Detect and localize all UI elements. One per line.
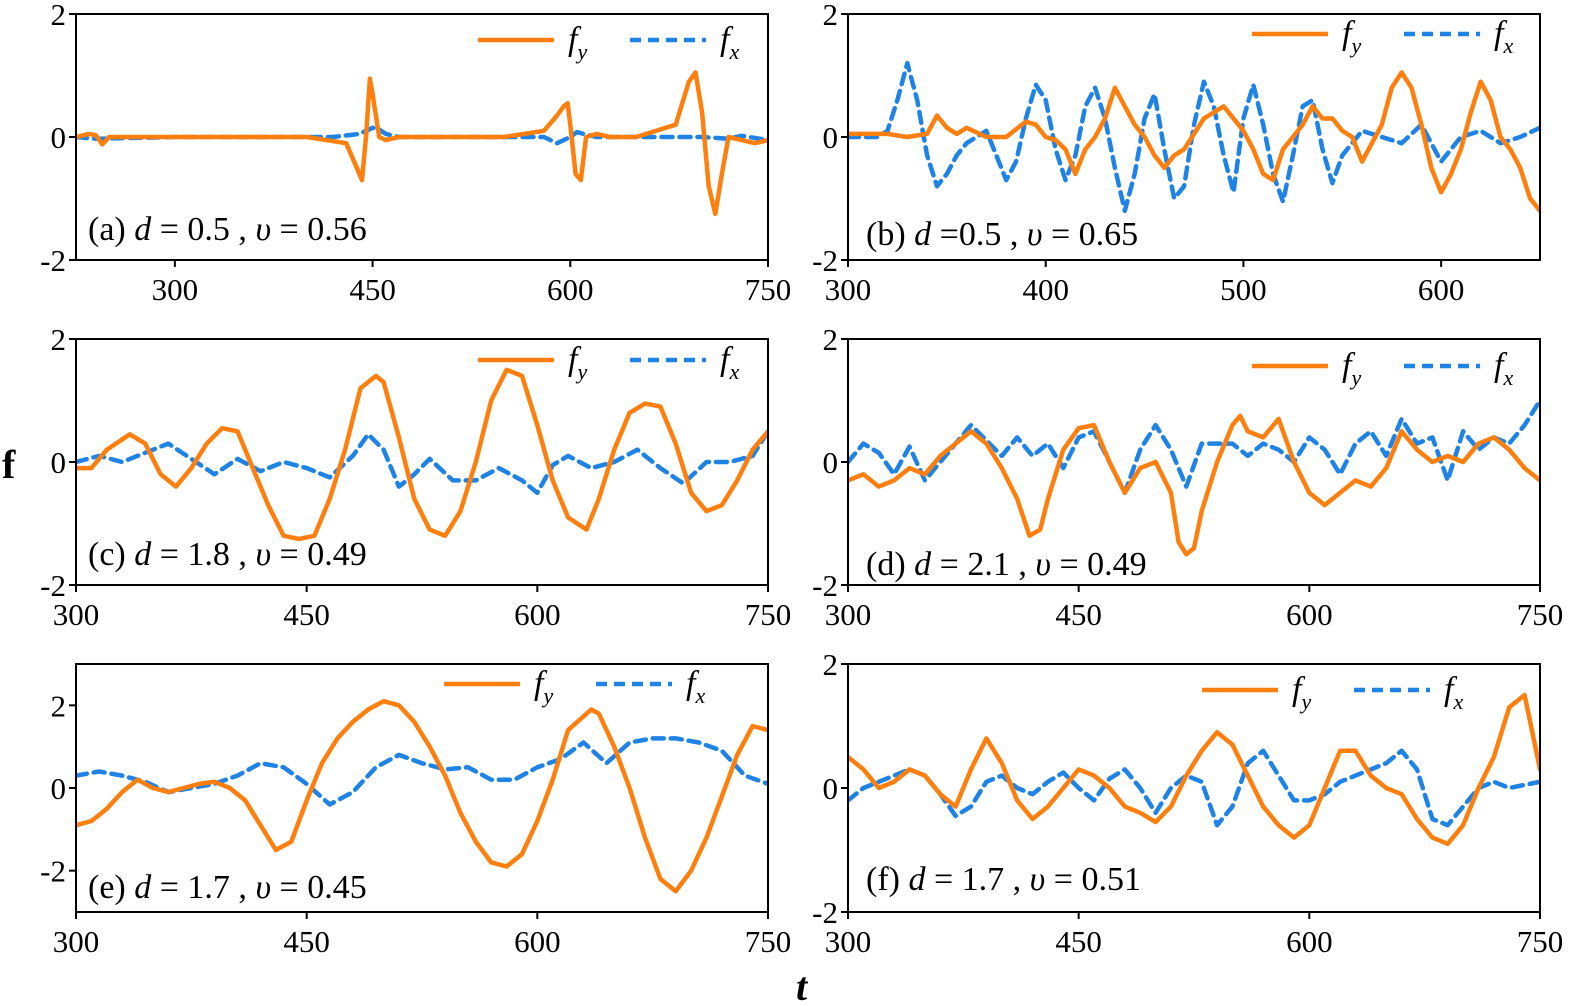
y-tick-label: 0 [823,445,839,480]
x-tick-label: 750 [745,272,792,307]
y-tick-label: -2 [812,243,838,278]
x-tick-label: 600 [514,924,561,959]
y-tick-label: -2 [812,895,838,930]
x-tick-label: 750 [745,924,792,959]
series-line-fy [76,367,768,542]
panel-d: 300 450 600 750 2 0 -2 fy fx (d) d = 2.1 , υ = 0.… [812,322,1563,632]
panels-group: 300 450 600 750 2 0 -2 fy fx (a) d = 0.5 , υ = 0.… [40,0,1563,959]
x-tick-label: 300 [152,272,199,307]
x-tick-label: 450 [1055,924,1102,959]
series-line-fy [848,413,1540,557]
x-tick-label: 300 [825,272,872,307]
legend-label-fy: fy [534,665,553,708]
y-tick-label: 2 [51,0,67,32]
x-tick-label: 750 [1517,924,1564,959]
panel-annotation: (a) d = 0.5 , υ = 0.56 [88,211,367,248]
series-line-fx [848,60,1540,214]
y-tick-label: 0 [51,120,67,155]
y-tick-label: 2 [823,647,839,682]
panel-annotation: (d) d = 2.1 , υ = 0.49 [866,546,1147,583]
x-tick-label: 750 [745,597,792,632]
legend-label-fx: fx [686,665,705,708]
y-tick-label: 0 [51,445,67,480]
y-tick-label: -2 [40,854,66,889]
legend-label-fy: fy [1342,347,1361,390]
series-line-fx [76,125,768,146]
y-tick-label: -2 [40,243,66,278]
x-tick-label: 400 [1022,272,1069,307]
series-line-fx [848,398,1540,496]
panel-f: 300 450 600 750 2 0 -2 fy fx (f) d = 1.7 , υ = 0.… [812,647,1563,959]
y-tick-label: -2 [40,568,66,603]
x-tick-label: 300 [825,924,872,959]
x-tick-label: 500 [1220,272,1267,307]
legend-label-fy: fy [568,21,587,64]
panel-annotation: (c) d = 1.8 , υ = 0.49 [88,536,367,573]
panel-a: 300 450 600 750 2 0 -2 fy fx (a) d = 0.5 , υ = 0.… [40,0,791,307]
series-line-fy [848,692,1540,847]
series-line-fx [848,748,1540,828]
x-tick-label: 450 [349,272,396,307]
x-tick-label: 750 [1517,597,1564,632]
x-tick-label: 600 [547,272,594,307]
panel-annotation: (e) d = 1.7 , υ = 0.45 [88,869,367,906]
y-axis-title: f [2,442,16,487]
legend-label-fy: fy [1342,15,1361,58]
y-tick-label: 2 [51,688,67,723]
legend-label-fx: fx [1444,671,1463,714]
panel-annotation: (f) d = 1.7 , υ = 0.51 [866,861,1141,898]
series-line-fx [76,429,768,496]
y-tick-label: 2 [823,0,839,32]
legend-label-fx: fx [720,341,739,384]
panel-b: 300 400 500 600 2 0 -2 fy fx (b) d =0.5 , υ = 0.6… [812,0,1541,307]
legend-label-fx: fx [1494,347,1513,390]
y-tick-label: 0 [51,771,67,806]
series-line-fy [76,698,768,894]
x-tick-label: 300 [53,597,100,632]
series-line-fx [76,736,768,807]
x-tick-label: 300 [53,924,100,959]
x-tick-label: 450 [283,924,330,959]
panel-e: 300 450 600 750 2 0 -2 fy fx (e) d = 1.7 , υ = 0.… [40,663,792,959]
panel-c: 300 450 600 750 2 0 -2 fy fx (c) d = 1.8 , υ = 0.… [40,322,791,632]
x-tick-label: 600 [514,597,561,632]
legend-label-fy: fy [1292,671,1311,714]
series-line-fy [76,70,768,217]
x-tick-label: 600 [1286,924,1333,959]
y-tick-label: 2 [823,322,839,357]
x-axis-title: t [796,964,809,1006]
legend-label-fy: fy [568,341,587,384]
x-tick-label: 450 [283,597,330,632]
legend-label-fx: fx [1494,15,1513,58]
x-tick-label: 300 [825,597,872,632]
x-tick-label: 600 [1418,272,1465,307]
y-tick-label: -2 [812,568,838,603]
y-tick-label: 2 [51,322,67,357]
legend-label-fx: fx [720,21,739,64]
panel-annotation: (b) d =0.5 , υ = 0.65 [866,216,1138,253]
x-tick-label: 450 [1055,597,1102,632]
y-tick-label: 0 [823,771,839,806]
y-tick-label: 0 [823,120,839,155]
series-line-fy [848,70,1540,214]
x-tick-label: 600 [1286,597,1333,632]
